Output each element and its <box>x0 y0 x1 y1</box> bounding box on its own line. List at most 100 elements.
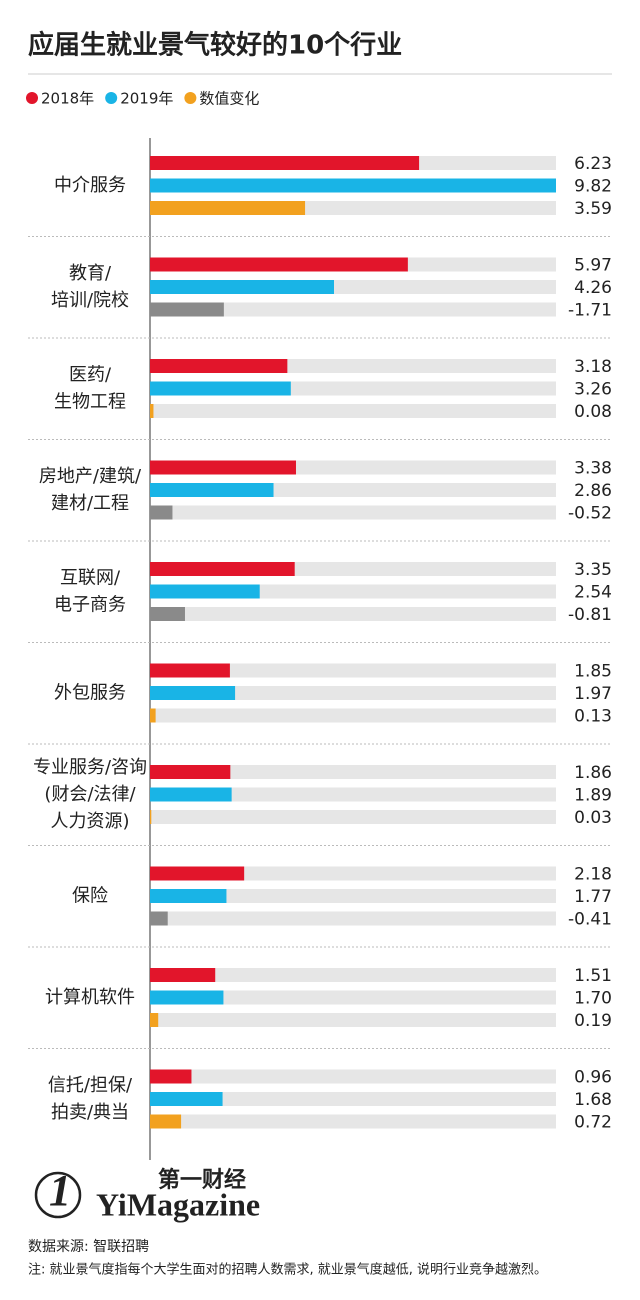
bar-track <box>150 686 556 700</box>
value-label: 1.85 <box>574 662 612 682</box>
bar <box>150 889 227 903</box>
category-label: 外包服务 <box>54 683 126 704</box>
category-label: 中介服务 <box>54 175 126 196</box>
bar-track <box>150 404 556 418</box>
source: 数据来源: 智联招聘 <box>28 1239 149 1255</box>
category-label: 互联网/ <box>60 568 121 589</box>
value-label: 0.03 <box>574 808 612 828</box>
bar <box>150 765 231 779</box>
bar <box>150 1013 159 1027</box>
category-label: 电子商务 <box>54 595 126 616</box>
category-label: 计算机软件 <box>45 987 135 1008</box>
value-label: 1.97 <box>574 684 612 704</box>
value-label: 2.54 <box>574 583 612 603</box>
bar-track <box>150 911 556 926</box>
bar <box>150 257 408 272</box>
note: 注: 就业景气度指每个大学生面对的招聘人数需求, 就业景气度越低, 说明行业竞争… <box>28 1262 547 1278</box>
bar <box>150 280 334 294</box>
bar <box>150 866 245 881</box>
category-label: 保险 <box>72 886 108 907</box>
legend: 2018年 2019年 数值变化 <box>26 90 259 108</box>
category-label: 建材/工程 <box>51 493 129 514</box>
legend-swatch <box>26 92 38 104</box>
bar <box>150 201 306 215</box>
category-label: 生物工程 <box>54 392 126 413</box>
legend-label: 2019年 <box>120 90 173 108</box>
value-label: 5.97 <box>574 256 612 276</box>
value-label: 0.08 <box>574 402 612 422</box>
bar-track <box>150 708 556 723</box>
value-label: -0.52 <box>568 504 612 524</box>
value-label: 3.38 <box>574 459 612 479</box>
bar <box>150 460 296 475</box>
value-label: 3.18 <box>574 357 612 377</box>
value-label: -0.41 <box>568 910 612 930</box>
value-label: 1.70 <box>574 989 612 1009</box>
logo-mark: 1 <box>49 1166 71 1215</box>
bar-track <box>150 866 556 881</box>
bar <box>150 663 230 678</box>
legend-label: 2018年 <box>41 90 94 108</box>
bar-track <box>150 787 556 802</box>
bar <box>150 404 154 418</box>
bar-track <box>150 968 556 982</box>
value-label: 1.51 <box>574 966 612 986</box>
category-label: 人力资源) <box>50 811 129 832</box>
bar <box>150 1069 192 1084</box>
bar <box>150 968 216 982</box>
legend-label: 数值变化 <box>199 90 259 108</box>
bar <box>150 990 224 1005</box>
value-label: 4.26 <box>574 278 612 298</box>
logo-ring <box>34 1171 82 1219</box>
category-label: 培训/院校 <box>51 290 129 311</box>
bar-track <box>150 1013 556 1027</box>
bar <box>150 156 420 170</box>
bar-track <box>150 1092 556 1106</box>
value-label: 2.18 <box>574 865 612 885</box>
value-label: 3.26 <box>574 380 612 400</box>
legend-swatch <box>184 92 197 104</box>
bar <box>150 505 173 520</box>
bar <box>150 1092 223 1106</box>
bar-track <box>150 990 556 1005</box>
value-label: 0.13 <box>574 707 612 727</box>
value-label: 9.82 <box>574 177 612 197</box>
bar-track <box>150 505 556 520</box>
bar <box>150 359 288 373</box>
value-label: 0.96 <box>574 1068 612 1088</box>
logo-cn: 第一财经 <box>158 1167 246 1193</box>
bar <box>150 1114 182 1129</box>
bar <box>150 584 260 599</box>
bar-track <box>150 810 556 824</box>
bar <box>150 787 232 802</box>
value-label: 0.72 <box>574 1113 612 1133</box>
value-label: 0.19 <box>574 1011 612 1031</box>
value-label: 2.86 <box>574 481 612 501</box>
category-label: 拍卖/典当 <box>51 1102 129 1123</box>
bar-track <box>150 765 556 779</box>
category-label: (财会/法律/ <box>44 784 136 805</box>
value-label: 1.68 <box>574 1090 612 1110</box>
bar <box>150 178 556 193</box>
bar-track <box>150 1069 556 1084</box>
value-label: 3.35 <box>574 560 612 580</box>
bar <box>150 607 185 621</box>
legend-swatch <box>105 92 118 104</box>
bar <box>150 686 236 700</box>
value-label: 1.89 <box>574 786 612 806</box>
bar-track <box>150 607 556 621</box>
bar <box>150 911 168 926</box>
bar <box>150 381 291 396</box>
category-label: 医药/ <box>69 365 112 386</box>
value-label: 1.86 <box>574 763 612 783</box>
bar-track <box>150 663 556 678</box>
category-label: 房地产/建筑/ <box>39 466 142 487</box>
bar-track <box>150 889 556 903</box>
value-label: -0.81 <box>568 605 612 625</box>
category-label: 教育/ <box>69 263 112 284</box>
category-label: 专业服务/咨询 <box>33 757 147 778</box>
bar <box>150 483 274 497</box>
bar <box>150 810 152 824</box>
bar-track <box>150 302 556 317</box>
